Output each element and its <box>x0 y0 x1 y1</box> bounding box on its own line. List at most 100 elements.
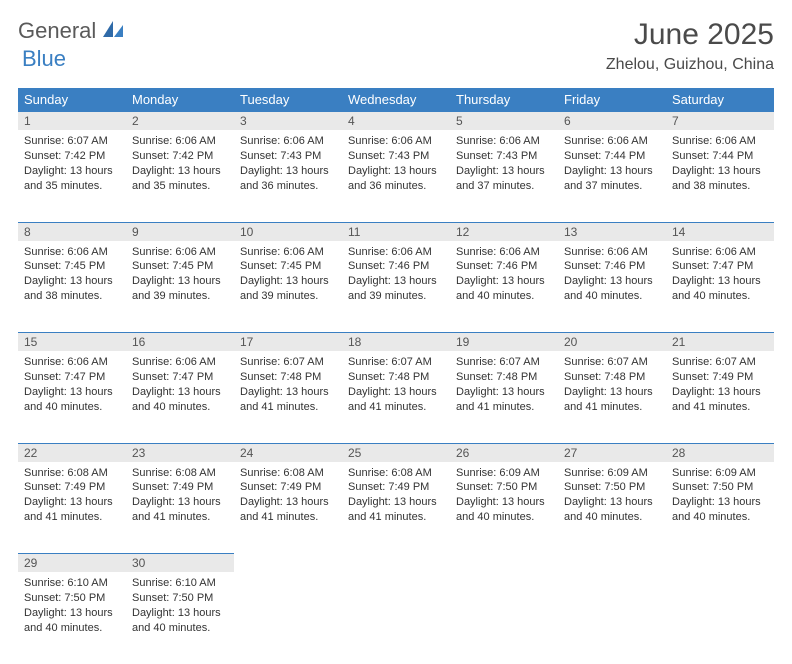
daylight-line: Daylight: 13 hours and 35 minutes. <box>132 164 228 194</box>
daylight-line: Daylight: 13 hours and 40 minutes. <box>564 274 660 304</box>
title-month: June 2025 <box>606 18 774 52</box>
weekday-header: Wednesday <box>342 88 450 112</box>
daylight-line: Daylight: 13 hours and 40 minutes. <box>672 274 768 304</box>
day-content-cell: Sunrise: 6:06 AMSunset: 7:47 PMDaylight:… <box>18 351 126 443</box>
day-number-cell: 13 <box>558 222 666 241</box>
sunrise-line: Sunrise: 6:06 AM <box>132 245 228 260</box>
day-content-cell: Sunrise: 6:09 AMSunset: 7:50 PMDaylight:… <box>450 462 558 554</box>
day-number-row: 15161718192021 <box>18 333 774 352</box>
day-content-cell: Sunrise: 6:06 AMSunset: 7:45 PMDaylight:… <box>18 241 126 333</box>
sunrise-line: Sunrise: 6:06 AM <box>240 245 336 260</box>
day-number-cell: 16 <box>126 333 234 352</box>
sunrise-line: Sunrise: 6:06 AM <box>24 355 120 370</box>
daylight-line: Daylight: 13 hours and 35 minutes. <box>24 164 120 194</box>
sunset-line: Sunset: 7:50 PM <box>672 480 768 495</box>
sunrise-line: Sunrise: 6:06 AM <box>456 134 552 149</box>
daylight-line: Daylight: 13 hours and 40 minutes. <box>456 274 552 304</box>
day-content-cell: Sunrise: 6:06 AMSunset: 7:45 PMDaylight:… <box>126 241 234 333</box>
weekday-header: Thursday <box>450 88 558 112</box>
sunrise-line: Sunrise: 6:06 AM <box>24 245 120 260</box>
weekday-header: Monday <box>126 88 234 112</box>
day-number-cell: 3 <box>234 112 342 131</box>
sunrise-line: Sunrise: 6:06 AM <box>672 245 768 260</box>
day-number-row: 2930 <box>18 554 774 573</box>
sunrise-line: Sunrise: 6:06 AM <box>348 245 444 260</box>
sunrise-line: Sunrise: 6:08 AM <box>24 466 120 481</box>
day-number-cell: 18 <box>342 333 450 352</box>
daylight-line: Daylight: 13 hours and 41 minutes. <box>240 385 336 415</box>
sunset-line: Sunset: 7:43 PM <box>348 149 444 164</box>
day-number-cell: 26 <box>450 443 558 462</box>
day-content-cell: Sunrise: 6:06 AMSunset: 7:43 PMDaylight:… <box>450 130 558 222</box>
day-number-cell <box>342 554 450 573</box>
logo: General <box>18 18 128 44</box>
sunrise-line: Sunrise: 6:09 AM <box>456 466 552 481</box>
day-content-cell: Sunrise: 6:07 AMSunset: 7:48 PMDaylight:… <box>558 351 666 443</box>
sunrise-line: Sunrise: 6:08 AM <box>132 466 228 481</box>
sunrise-line: Sunrise: 6:10 AM <box>24 576 120 591</box>
sunset-line: Sunset: 7:48 PM <box>564 370 660 385</box>
sunset-line: Sunset: 7:46 PM <box>348 259 444 274</box>
day-content-cell <box>342 572 450 664</box>
sunrise-line: Sunrise: 6:07 AM <box>240 355 336 370</box>
day-content-cell: Sunrise: 6:10 AMSunset: 7:50 PMDaylight:… <box>18 572 126 664</box>
sunset-line: Sunset: 7:48 PM <box>348 370 444 385</box>
day-content-cell: Sunrise: 6:07 AMSunset: 7:49 PMDaylight:… <box>666 351 774 443</box>
sunset-line: Sunset: 7:44 PM <box>564 149 660 164</box>
daylight-line: Daylight: 13 hours and 40 minutes. <box>564 495 660 525</box>
sunset-line: Sunset: 7:46 PM <box>456 259 552 274</box>
sunrise-line: Sunrise: 6:07 AM <box>456 355 552 370</box>
day-number-cell: 21 <box>666 333 774 352</box>
sunset-line: Sunset: 7:50 PM <box>24 591 120 606</box>
day-number-cell: 4 <box>342 112 450 131</box>
day-content-cell: Sunrise: 6:06 AMSunset: 7:47 PMDaylight:… <box>126 351 234 443</box>
day-number-cell: 2 <box>126 112 234 131</box>
sunrise-line: Sunrise: 6:07 AM <box>672 355 768 370</box>
day-content-cell: Sunrise: 6:06 AMSunset: 7:46 PMDaylight:… <box>450 241 558 333</box>
day-content-cell: Sunrise: 6:06 AMSunset: 7:46 PMDaylight:… <box>558 241 666 333</box>
sunrise-line: Sunrise: 6:09 AM <box>672 466 768 481</box>
day-number-row: 1234567 <box>18 112 774 131</box>
sunset-line: Sunset: 7:43 PM <box>456 149 552 164</box>
day-number-cell: 8 <box>18 222 126 241</box>
sunset-line: Sunset: 7:46 PM <box>564 259 660 274</box>
sunset-line: Sunset: 7:49 PM <box>672 370 768 385</box>
day-number-row: 22232425262728 <box>18 443 774 462</box>
sunrise-line: Sunrise: 6:06 AM <box>348 134 444 149</box>
daylight-line: Daylight: 13 hours and 40 minutes. <box>132 606 228 636</box>
day-content-row: Sunrise: 6:07 AMSunset: 7:42 PMDaylight:… <box>18 130 774 222</box>
day-content-cell: Sunrise: 6:06 AMSunset: 7:45 PMDaylight:… <box>234 241 342 333</box>
daylight-line: Daylight: 13 hours and 41 minutes. <box>348 495 444 525</box>
day-number-cell: 10 <box>234 222 342 241</box>
sunset-line: Sunset: 7:45 PM <box>132 259 228 274</box>
title-location: Zhelou, Guizhou, China <box>606 56 774 74</box>
sunrise-line: Sunrise: 6:09 AM <box>564 466 660 481</box>
day-content-cell: Sunrise: 6:06 AMSunset: 7:44 PMDaylight:… <box>558 130 666 222</box>
day-number-cell <box>450 554 558 573</box>
day-number-cell: 19 <box>450 333 558 352</box>
day-content-cell <box>450 572 558 664</box>
day-number-cell: 6 <box>558 112 666 131</box>
day-number-cell: 9 <box>126 222 234 241</box>
day-number-cell: 15 <box>18 333 126 352</box>
sunrise-line: Sunrise: 6:07 AM <box>24 134 120 149</box>
sunset-line: Sunset: 7:47 PM <box>672 259 768 274</box>
daylight-line: Daylight: 13 hours and 41 minutes. <box>672 385 768 415</box>
sunrise-line: Sunrise: 6:08 AM <box>240 466 336 481</box>
sunset-line: Sunset: 7:45 PM <box>24 259 120 274</box>
day-number-cell: 27 <box>558 443 666 462</box>
sunset-line: Sunset: 7:47 PM <box>24 370 120 385</box>
sunset-line: Sunset: 7:49 PM <box>24 480 120 495</box>
weekday-header: Tuesday <box>234 88 342 112</box>
daylight-line: Daylight: 13 hours and 40 minutes. <box>132 385 228 415</box>
day-number-cell: 25 <box>342 443 450 462</box>
weekday-header: Sunday <box>18 88 126 112</box>
header: General June 2025 Zhelou, Guizhou, China <box>18 18 774 74</box>
day-number-cell: 28 <box>666 443 774 462</box>
sunset-line: Sunset: 7:50 PM <box>132 591 228 606</box>
day-content-cell: Sunrise: 6:07 AMSunset: 7:42 PMDaylight:… <box>18 130 126 222</box>
sunset-line: Sunset: 7:50 PM <box>456 480 552 495</box>
day-content-cell: Sunrise: 6:06 AMSunset: 7:43 PMDaylight:… <box>342 130 450 222</box>
day-content-cell: Sunrise: 6:08 AMSunset: 7:49 PMDaylight:… <box>126 462 234 554</box>
sunrise-line: Sunrise: 6:06 AM <box>132 134 228 149</box>
